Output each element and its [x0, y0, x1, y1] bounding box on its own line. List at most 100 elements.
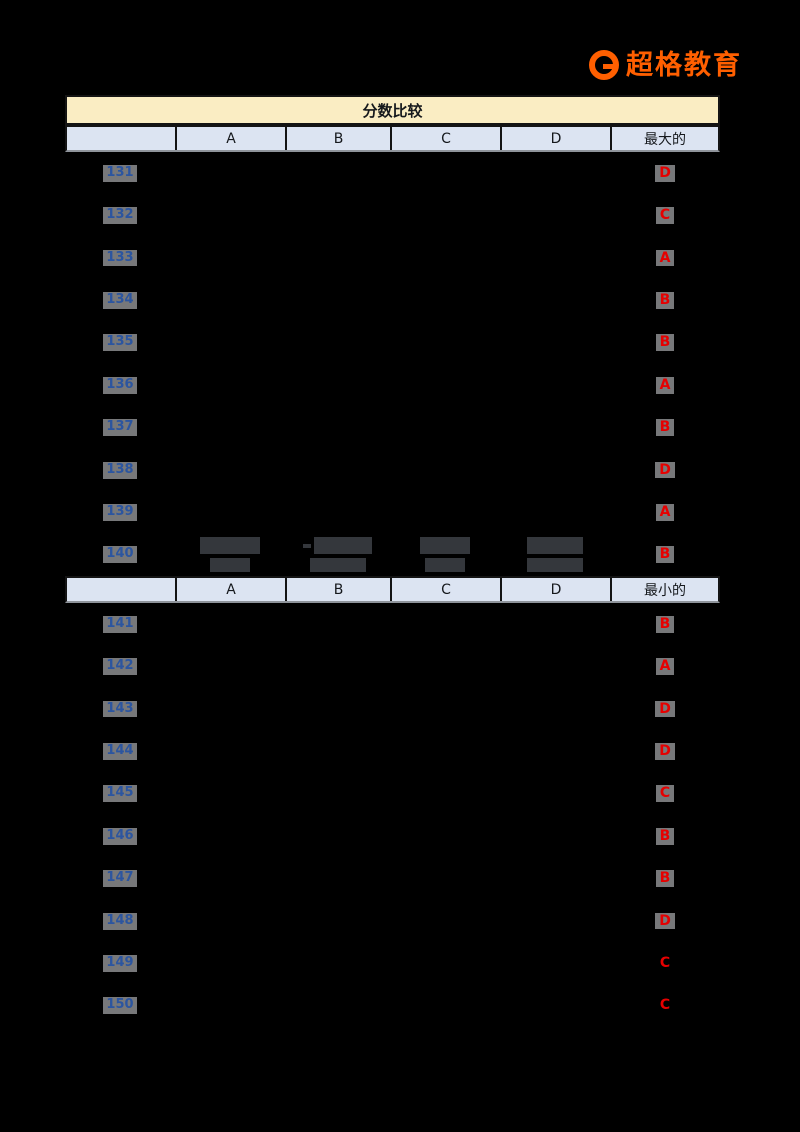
option-cell-B	[285, 815, 390, 857]
table-row: 146 B	[65, 815, 720, 857]
answer-cell: C	[610, 985, 720, 1027]
option-cell-D	[500, 603, 610, 645]
problem-number: 147	[103, 870, 137, 888]
table-title: 分数比较	[65, 95, 720, 125]
problem-number-cell: 149	[65, 942, 175, 984]
redacted-box	[425, 558, 465, 573]
option-cell-C	[390, 815, 500, 857]
option-cell-B	[285, 603, 390, 645]
answer-letter: B	[655, 292, 675, 309]
option-cell-C	[390, 194, 500, 236]
redacted-box	[314, 537, 372, 555]
answer-letter: B	[655, 546, 675, 564]
answer-letter: B	[655, 827, 675, 845]
answer-letter: A	[655, 376, 675, 394]
option-cell-B	[285, 449, 390, 491]
option-cell-A	[175, 449, 285, 491]
answer-letter: A	[655, 658, 675, 675]
option-cell-D	[500, 279, 610, 321]
problem-number-cell: 141	[65, 603, 175, 645]
problem-number: 132	[103, 207, 137, 225]
redacted-fraction	[420, 537, 470, 573]
option-cell-B	[285, 534, 390, 576]
option-cell-B	[285, 730, 390, 772]
table-row: 132 C	[65, 194, 720, 236]
problem-number-cell: 145	[65, 773, 175, 815]
option-header-A: A	[177, 127, 287, 150]
option-cell-C	[390, 900, 500, 942]
option-cell-C	[390, 985, 500, 1027]
option-cell-A	[175, 603, 285, 645]
option-cell-B	[285, 364, 390, 406]
answer-cell: C	[610, 194, 720, 236]
option-cell-B	[285, 279, 390, 321]
redacted-box	[527, 537, 583, 555]
table-row: 143 D	[65, 688, 720, 730]
problem-number-cell: 135	[65, 322, 175, 364]
answer-cell: B	[610, 857, 720, 899]
redacted-numerator	[420, 537, 470, 555]
problem-number-cell: 134	[65, 279, 175, 321]
problem-number-cell: 136	[65, 364, 175, 406]
option-cell-A	[175, 364, 285, 406]
problem-number: 150	[103, 997, 137, 1015]
redacted-box	[210, 558, 250, 573]
answer-cell: A	[610, 645, 720, 687]
redacted-fraction	[200, 537, 260, 573]
column-header-row: A B C D 最小的	[65, 576, 720, 603]
option-cell-A	[175, 645, 285, 687]
answer-letter: C	[655, 207, 675, 224]
option-cell-D	[500, 900, 610, 942]
option-cell-A	[175, 942, 285, 984]
answer-letter: D	[655, 461, 675, 479]
redacted-numerator	[303, 537, 372, 555]
answer-cell: D	[610, 688, 720, 730]
problem-number: 148	[103, 912, 137, 930]
answer-letter: D	[655, 164, 675, 182]
table-row: 150 C	[65, 985, 720, 1027]
option-cell-D	[500, 857, 610, 899]
problem-number: 136	[103, 376, 137, 394]
option-cell-A	[175, 322, 285, 364]
section-rows: 141 B 142 A 143 D 144 D 145 C 146 B 147 B 148 D 149 C 150 C	[65, 603, 720, 1027]
option-cell-C	[390, 942, 500, 984]
brand-logo: 超格教育	[589, 50, 742, 80]
option-cell-D	[500, 730, 610, 772]
problem-number-cell: 144	[65, 730, 175, 772]
option-cell-C	[390, 152, 500, 194]
table-row: 139 A	[65, 491, 720, 533]
answer-cell: B	[610, 406, 720, 448]
answer-letter: B	[655, 419, 675, 437]
logo-g-icon	[589, 50, 619, 80]
redacted-fraction	[527, 537, 583, 573]
answer-cell: B	[610, 322, 720, 364]
option-cell-B	[285, 645, 390, 687]
problem-number: 134	[103, 291, 137, 309]
option-cell-D	[500, 985, 610, 1027]
option-cell-A	[175, 985, 285, 1027]
option-header-C: C	[392, 127, 502, 150]
result-header: 最小的	[644, 582, 686, 599]
problem-number-cell: 139	[65, 491, 175, 533]
option-cell-A	[175, 406, 285, 448]
option-cell-B	[285, 688, 390, 730]
problem-number-cell: 146	[65, 815, 175, 857]
option-header-D: D	[502, 578, 612, 601]
answer-letter: C	[659, 997, 671, 1014]
table-row: 140 B	[65, 534, 720, 576]
option-cell-D	[500, 406, 610, 448]
option-cell-A	[175, 152, 285, 194]
redacted-numerator	[527, 537, 583, 555]
problem-number: 140	[103, 546, 137, 564]
answer-cell: B	[610, 815, 720, 857]
redacted-box	[200, 537, 260, 555]
problem-number-cell: 150	[65, 985, 175, 1027]
table-row: 134 B	[65, 279, 720, 321]
option-cell-D	[500, 534, 610, 576]
redacted-box	[420, 537, 470, 555]
option-cell-C	[390, 322, 500, 364]
problem-number-cell: 143	[65, 688, 175, 730]
problem-number: 143	[103, 700, 137, 718]
option-cell-A	[175, 857, 285, 899]
answer-letter: A	[655, 504, 675, 521]
